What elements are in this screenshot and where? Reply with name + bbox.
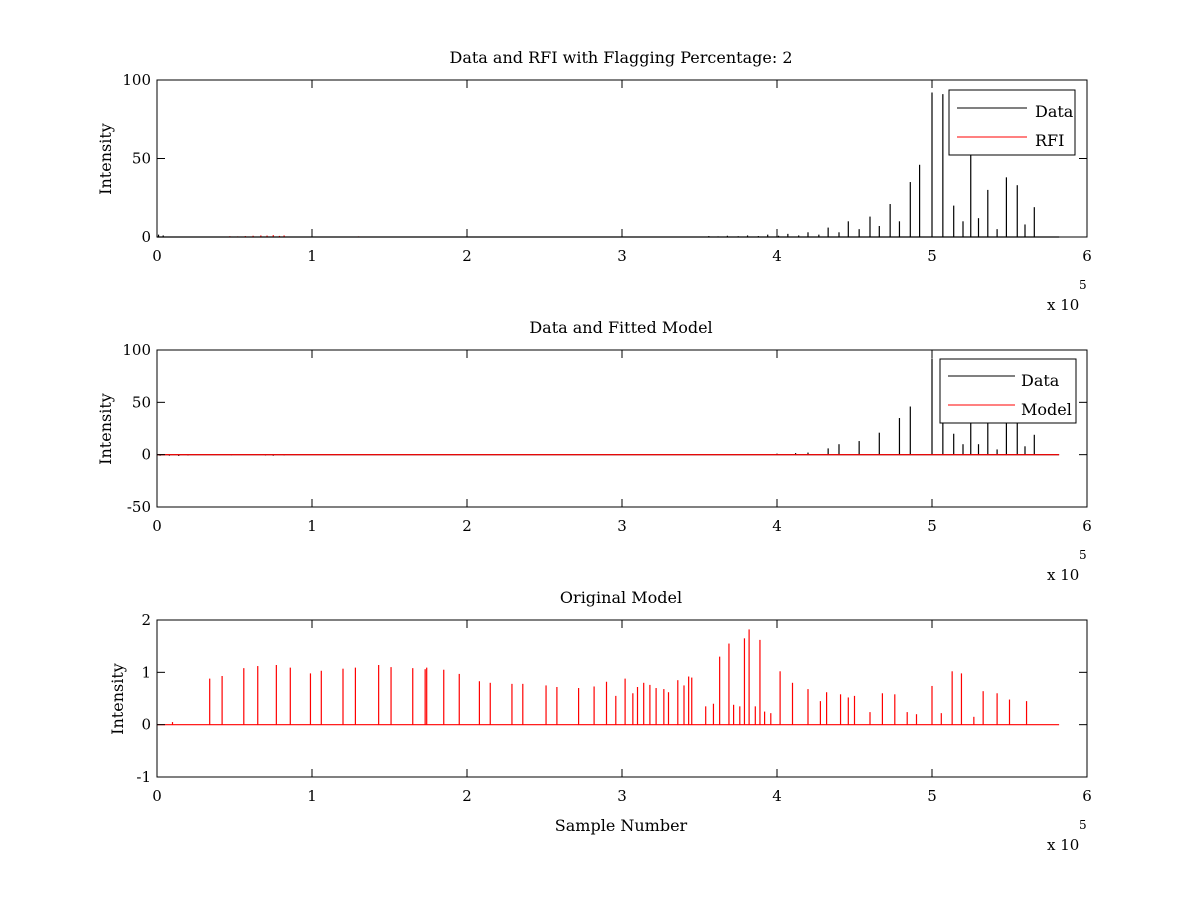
y-tick-label: 100	[122, 71, 151, 89]
x-tick-label: 2	[462, 787, 472, 805]
plot-area	[157, 358, 1060, 456]
x-tick-label: 6	[1082, 787, 1092, 805]
x-tick-label: 6	[1082, 247, 1092, 265]
legend-box	[948, 89, 1076, 156]
y-tick-label: -1	[136, 768, 151, 786]
y-tick-label: 1	[141, 663, 151, 681]
x-tick-label: 0	[152, 787, 162, 805]
legend-label-rfi: RFI	[1035, 131, 1064, 150]
x-exponent-power: 5	[1079, 818, 1087, 832]
panel-data-and-fitted-model: Data and Fitted Model Intensity 0 1 2 3 4 5 6 -…	[96, 318, 1092, 584]
chart-title: Original Model	[560, 588, 682, 607]
y-axis-label: Intensity	[96, 393, 115, 465]
x-tick-label: 3	[617, 247, 627, 265]
x-tick-label: 2	[462, 247, 472, 265]
legend-label-data: Data	[1035, 102, 1074, 121]
chart-title: Data and RFI with Flagging Percentage: 2	[449, 48, 792, 67]
axes: 0 1 2 3 4 5 6 0 50 100	[122, 71, 1091, 265]
x-tick-label: 6	[1082, 517, 1092, 535]
y-axis-label: Intensity	[96, 123, 115, 195]
y-tick-label: 50	[132, 393, 151, 411]
x-tick-label: 0	[152, 247, 162, 265]
chart-title: Data and Fitted Model	[529, 318, 712, 337]
y-tick-label: 0	[141, 446, 151, 464]
legend: Data Model	[939, 358, 1077, 424]
x-exponent-power: 5	[1079, 278, 1087, 292]
x-tick-label: 3	[617, 517, 627, 535]
legend-label-model: Model	[1021, 400, 1072, 419]
x-tick-label: 3	[617, 787, 627, 805]
x-tick-label: 4	[772, 517, 782, 535]
x-exponent-label: x 10	[1047, 296, 1079, 314]
x-exponent-label: x 10	[1047, 566, 1079, 584]
y-tick-label: 2	[141, 611, 151, 629]
y-tick-label: 50	[132, 150, 151, 168]
x-tick-label: 5	[927, 787, 937, 805]
legend-box	[939, 358, 1077, 424]
x-tick-label: 5	[927, 517, 937, 535]
y-tick-label: 0	[141, 228, 151, 246]
x-tick-label: 5	[927, 247, 937, 265]
x-exponent-power: 5	[1079, 548, 1087, 562]
x-tick-label: 1	[307, 517, 317, 535]
x-tick-label: 1	[307, 247, 317, 265]
y-tick-label: 100	[122, 341, 151, 359]
y-axis-label: Intensity	[108, 663, 127, 735]
x-tick-label: 0	[152, 517, 162, 535]
legend: Data RFI	[948, 89, 1076, 156]
x-exponent-label: x 10	[1047, 836, 1079, 854]
x-tick-label: 1	[307, 787, 317, 805]
x-axis-label: Sample Number	[555, 816, 688, 835]
panel-data-and-rfi: Data and RFI with Flagging Percentage: 2…	[96, 48, 1092, 314]
x-tick-label: 4	[772, 247, 782, 265]
plot-area	[157, 629, 1060, 726]
y-tick-label: 0	[141, 716, 151, 734]
legend-label-data: Data	[1021, 371, 1060, 390]
x-tick-label: 2	[462, 517, 472, 535]
x-tick-label: 4	[772, 787, 782, 805]
y-tick-label: -50	[127, 498, 151, 516]
